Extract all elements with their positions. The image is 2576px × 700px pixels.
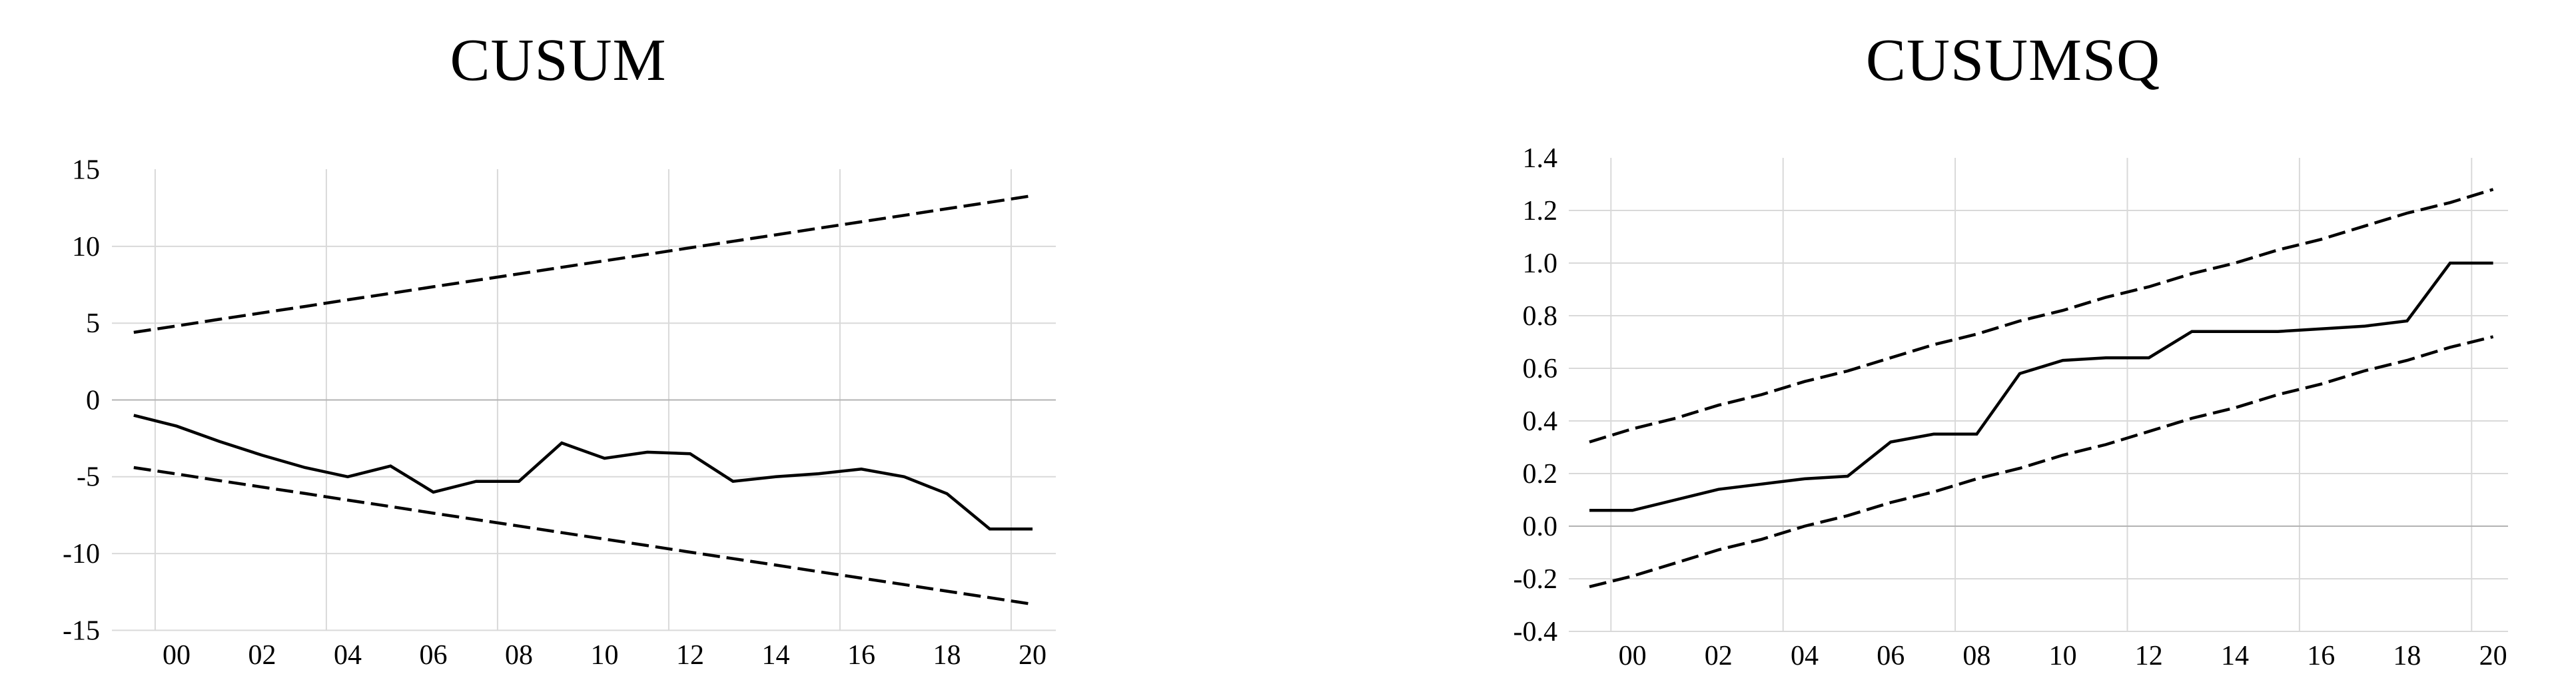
cusum-chart-title: CUSUM [450,27,667,93]
x-tick-label: 10 [2049,641,2077,671]
y-tick-label: 0.2 [1523,459,1558,490]
x-tick-label: 10 [591,640,619,671]
x-tick-label: 04 [334,640,362,671]
x-tick-label: 18 [2393,641,2421,671]
series-line-dashed [133,194,1033,334]
x-tick-label: 12 [2135,641,2163,671]
cusum-chart: 15 10 5 0 -5 -10 -15 00 02 04 06 08 10 12 14 16 18 20 [63,155,1056,671]
x-tick-label: 02 [248,640,276,671]
y-tick-label: 0.0 [1523,512,1558,542]
y-tick-label: -0.4 [1513,617,1558,647]
y-tick-label: 1.0 [1523,248,1558,279]
x-tick-label: 04 [1791,641,1819,671]
x-tick-label: 18 [933,640,961,671]
y-tick-label: 1.2 [1523,196,1558,226]
x-tick-label: 00 [163,640,191,671]
y-tick-label: -15 [63,615,100,646]
x-tick-label: 20 [1019,640,1047,671]
cusumsq-chart: 1.4 1.2 1.0 0.8 0.6 0.4 0.2 0.0 -0.2 -0.4 00 02 04 06… [1513,143,2508,671]
x-tick-label: 08 [1962,641,1990,671]
y-tick-label: -0.2 [1513,564,1558,595]
y-tick-label: 15 [72,155,100,185]
x-tick-label: 14 [762,640,790,671]
x-tick-label: 14 [2221,641,2249,671]
y-tick-label: 0.6 [1523,354,1558,384]
x-tick-label: 16 [847,640,875,671]
x-tick-label: 16 [2307,641,2335,671]
x-tick-label: 02 [1705,641,1733,671]
y-tick-label: 0 [86,385,100,416]
series-line-dashed [1589,335,2494,589]
x-tick-label: 12 [676,640,704,671]
cusumsq-chart-title: CUSUMSQ [1865,27,2161,93]
series-line-solid [1589,261,2493,512]
x-tick-label: 06 [420,640,448,671]
x-tick-label: 08 [505,640,533,671]
x-tick-label: 20 [2479,641,2507,671]
y-tick-label: -5 [77,462,100,493]
y-tick-label: 1.4 [1523,143,1558,174]
series-line-dashed [133,466,1033,606]
y-tick-label: -10 [63,539,100,569]
y-tick-label: 10 [72,232,100,262]
x-tick-label: 00 [1619,641,1647,671]
y-tick-label: 0.4 [1523,406,1558,437]
series-line-solid [133,414,1033,531]
series-line-dashed [1589,188,2494,444]
y-tick-label: 5 [86,308,100,339]
y-tick-label: 0.8 [1523,301,1558,332]
x-tick-label: 06 [1877,641,1905,671]
